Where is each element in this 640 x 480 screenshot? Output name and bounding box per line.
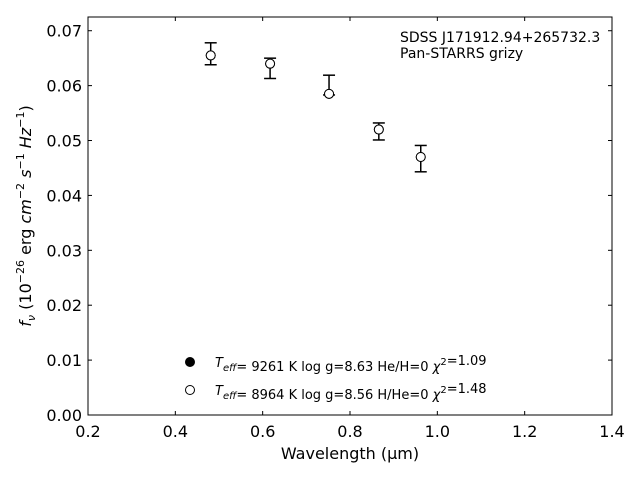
- x-tick-label: 1.2: [512, 422, 537, 441]
- model-point-open: [415, 151, 426, 162]
- x-tick-label: 1.4: [599, 422, 624, 441]
- annotation-line-2: Pan-STARRS grizy: [400, 46, 523, 62]
- ticks: 0.2 0.4 0.6 0.8 1.0 1.2 1.4 0.00 0.01 0.02 0.03 0.0…: [46, 17, 625, 441]
- legend-marker: [185, 385, 195, 395]
- x-tick-label: 0.8: [337, 422, 362, 441]
- y-tick-label: 0.03: [46, 241, 82, 260]
- y-tick-label: 0.06: [46, 77, 82, 96]
- x-tick-label: 0.6: [250, 422, 275, 441]
- annotation-line-1: SDSS J171912.94+265732.3: [400, 30, 600, 46]
- model-point-open: [373, 124, 384, 135]
- data-marks: [204, 42, 427, 173]
- y-tick-label: 0.05: [46, 132, 82, 151]
- legend-marker: [185, 357, 195, 367]
- model-point-open: [265, 58, 276, 69]
- x-axis-title: Wavelength (μm): [281, 444, 419, 463]
- legend-entry: Teff= 8964 K log g=8.56 H/He=0 χ2=1.48: [215, 382, 487, 403]
- y-tick-label: 0.04: [46, 186, 82, 205]
- model-point-open: [205, 50, 216, 61]
- model-point-open: [324, 88, 335, 99]
- legend: Teff= 9261 K log g=8.63 He/H=0 χ2=1.09 Te…: [185, 354, 487, 403]
- y-axis-title: fν (10−26 erg cm−2 s−1 Hz−1): [14, 105, 38, 326]
- y-tick-label: 0.07: [46, 22, 82, 41]
- y-tick-label: 0.01: [46, 351, 82, 370]
- x-tick-label: 1.0: [425, 422, 450, 441]
- x-tick-label: 0.4: [163, 422, 188, 441]
- y-tick-label: 0.02: [46, 296, 82, 315]
- x-tick-label: 0.2: [75, 422, 100, 441]
- legend-entry: Teff= 9261 K log g=8.63 He/H=0 χ2=1.09: [215, 354, 487, 375]
- plot-frame: [87, 16, 613, 416]
- y-tick-label: 0.00: [46, 406, 82, 425]
